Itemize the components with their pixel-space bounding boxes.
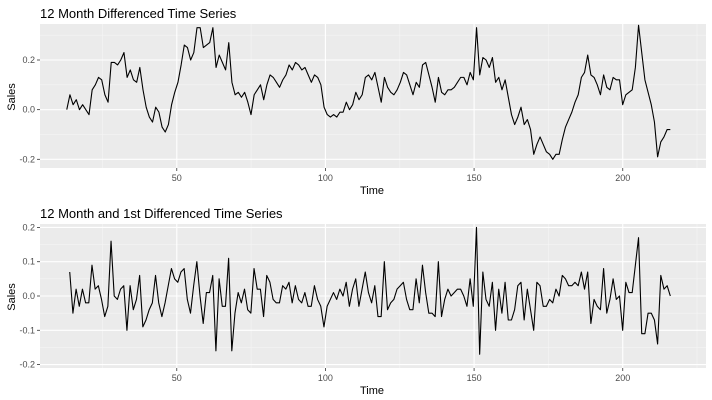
chart-bottom-x-tick-label: 200	[615, 373, 630, 383]
chart-top-x-ticks: 50 100 150 200	[172, 168, 630, 183]
chart-top-y-tick-label: -0.2	[19, 154, 35, 164]
chart-top-x-tick-label: 100	[318, 173, 333, 183]
chart-top-y-tick-label: 0.2	[22, 55, 35, 65]
chart-top-x-axis-title: Time	[360, 185, 384, 197]
chart-bottom-y-axis-title: Sales	[6, 283, 18, 311]
chart-bottom-x-ticks: 50 100 150 200	[172, 368, 630, 383]
chart-bottom-x-tick-label: 100	[318, 373, 333, 383]
chart-bottom: 12 Month and 1st Differenced Time Series…	[6, 206, 706, 397]
chart-bottom-y-tick-label: 0.0	[22, 291, 35, 301]
chart-bottom-y-tick-label: -0.2	[19, 360, 35, 370]
chart-top-panel	[40, 24, 706, 168]
chart-bottom-x-axis-title: Time	[360, 385, 384, 397]
chart-bottom-y-ticks: -0.2 -0.1 0.0 0.1 0.2	[19, 222, 40, 370]
chart-bottom-y-tick-label: 0.2	[22, 222, 35, 232]
chart-bottom-y-tick-label: -0.1	[19, 325, 35, 335]
chart-bottom-series-line	[69, 226, 671, 355]
chart-top-x-tick-label: 150	[467, 173, 482, 183]
chart-top-x-tick-label: 200	[615, 173, 630, 183]
chart-bottom-title: 12 Month and 1st Differenced Time Series	[40, 206, 283, 221]
chart-bottom-x-tick-label: 50	[172, 373, 182, 383]
chart-top: 12 Month Differenced Time Series -0.2 0.0…	[6, 6, 706, 197]
chart-bottom-y-tick-label: 0.1	[22, 257, 35, 267]
chart-top-y-ticks: -0.2 0.0 0.2	[19, 55, 40, 164]
chart-top-x-tick-label: 50	[172, 173, 182, 183]
chart-top-title: 12 Month Differenced Time Series	[40, 6, 237, 21]
chart-top-y-axis-title: Sales	[6, 83, 18, 111]
chart-top-series-line	[66, 24, 671, 160]
chart-bottom-grid	[40, 224, 706, 368]
chart-top-y-tick-label: 0.0	[22, 105, 35, 115]
chart-top-grid	[40, 24, 706, 168]
chart-bottom-x-tick-label: 150	[467, 373, 482, 383]
